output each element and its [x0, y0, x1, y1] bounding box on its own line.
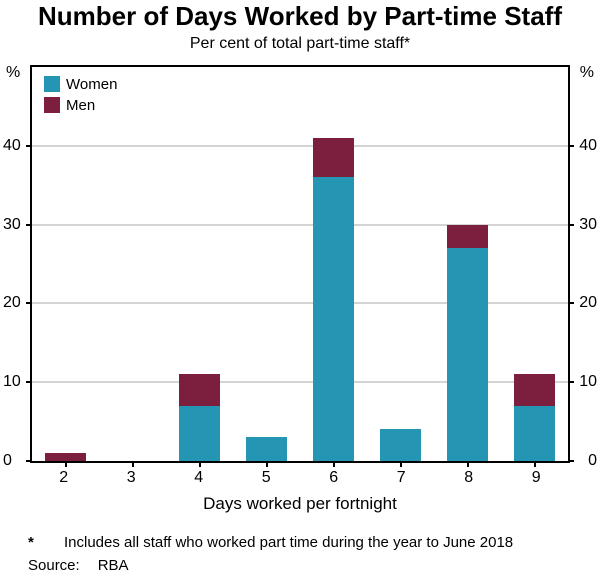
bar-stack-6 [313, 67, 354, 461]
bar-segment-men-6 [313, 137, 354, 178]
chart-subtitle: Per cent of total part-time staff* [189, 34, 411, 52]
chart-title: Number of Days Worked by Part-time Staff [38, 1, 562, 31]
x-tick-mark [198, 460, 201, 467]
bar-slot-7 [367, 67, 434, 461]
bar-segment-women-9 [514, 405, 555, 461]
x-tick-label: 4 [194, 468, 204, 486]
y-tick-label: 40 [3, 136, 21, 154]
bar-series [32, 67, 568, 461]
x-tick-label: 2 [59, 468, 69, 486]
y-tick-label: 30 [3, 215, 21, 233]
bar-slot-4 [166, 67, 233, 461]
bar-stack-7 [380, 67, 421, 461]
x-tick-label: 5 [261, 468, 271, 486]
y-tick-label: 10 [3, 373, 21, 391]
y-tick-label: 40 [579, 136, 597, 154]
bar-stack-3 [112, 67, 152, 461]
bar-segment-women-6 [313, 177, 354, 461]
bar-slot-8 [434, 67, 501, 461]
y-tick-mark [26, 144, 32, 147]
bar-slot-6 [300, 67, 367, 461]
bar-segment-men-9 [514, 374, 555, 406]
legend-label: Women [66, 75, 118, 93]
gridline [32, 224, 568, 225]
legend-swatch-icon [44, 97, 60, 114]
x-tick-mark [466, 460, 469, 467]
y-tick-mark [568, 302, 574, 305]
bar-segment-women-7 [380, 429, 421, 461]
source-value: RBA [97, 556, 129, 571]
y-tick-label: 20 [3, 294, 21, 312]
y-tick-mark [26, 381, 32, 384]
source-label: Source: [28, 556, 80, 571]
chart-area: % % 0 10 20 30 40 0 10 20 30 40 Women Men [3, 64, 597, 469]
x-tick-label: 9 [531, 468, 541, 486]
y-tick-mark [568, 223, 574, 226]
bar-slot-3 [99, 67, 166, 461]
bar-stack-5 [246, 67, 287, 461]
bar-stack-8 [447, 67, 488, 461]
x-tick-mark [399, 460, 402, 467]
plot-area: Women Men [32, 67, 568, 461]
legend-label: Men [66, 96, 96, 114]
y-axis-unit-right: % [579, 63, 594, 81]
y-axis-unit-left: % [6, 63, 21, 81]
footnote-text: Includes all staff who worked part time … [64, 533, 514, 551]
y-tick-mark [26, 302, 32, 305]
chart-footer: * Includes all staff who worked part tim… [28, 534, 600, 571]
footnote: * Includes all staff who worked part tim… [28, 534, 600, 551]
legend-swatch-icon [44, 76, 60, 93]
gridline [32, 145, 568, 147]
bar-segment-women-4 [179, 405, 220, 461]
bar-segment-men-8 [447, 224, 488, 249]
legend-item-men: Men [44, 97, 117, 114]
x-tick-mark [265, 460, 268, 467]
x-tick-mark [131, 460, 134, 467]
x-tick-mark [533, 460, 536, 467]
x-tick-mark [64, 460, 67, 467]
y-tick-mark [26, 459, 32, 462]
legend: Women Men [44, 76, 117, 114]
x-tick-label: 7 [396, 468, 406, 486]
x-axis-labels: 2 3 4 5 6 7 8 9 [30, 469, 570, 487]
y-tick-mark [26, 223, 32, 226]
x-tick-label: 8 [464, 468, 474, 486]
legend-item-women: Women [44, 76, 117, 93]
bar-slot-5 [233, 67, 300, 461]
bar-segment-men-2 [45, 453, 86, 461]
y-tick-mark [568, 144, 574, 147]
x-axis-title: Days worked per fortnight [203, 493, 397, 513]
bar-segment-men-4 [179, 374, 220, 406]
y-tick-mark [568, 459, 574, 462]
footnote-marker: * [28, 533, 34, 551]
x-tick-label: 3 [126, 468, 136, 486]
bar-stack-4 [179, 67, 220, 461]
y-tick-label: 30 [579, 215, 597, 233]
y-tick-label: 0 [3, 451, 12, 469]
y-tick-label: 0 [588, 451, 597, 469]
y-tick-mark [568, 381, 574, 384]
x-tick-label: 6 [329, 468, 339, 486]
y-axis-labels-left: 0 10 20 30 40 [3, 67, 29, 469]
y-tick-label: 20 [579, 294, 597, 312]
x-tick-mark [332, 460, 335, 467]
bar-segment-women-8 [447, 248, 488, 461]
bar-slot-9 [501, 67, 568, 461]
bar-stack-2 [45, 67, 86, 461]
gridline [32, 302, 568, 304]
bar-stack-9 [514, 67, 555, 461]
y-tick-label: 10 [579, 373, 597, 391]
bar-segment-women-5 [246, 437, 287, 461]
y-axis-labels-right: 0 10 20 30 40 [571, 67, 597, 469]
gridline [32, 381, 568, 383]
source-line: Source: RBA [28, 557, 600, 571]
bar-slot-2 [32, 67, 99, 461]
